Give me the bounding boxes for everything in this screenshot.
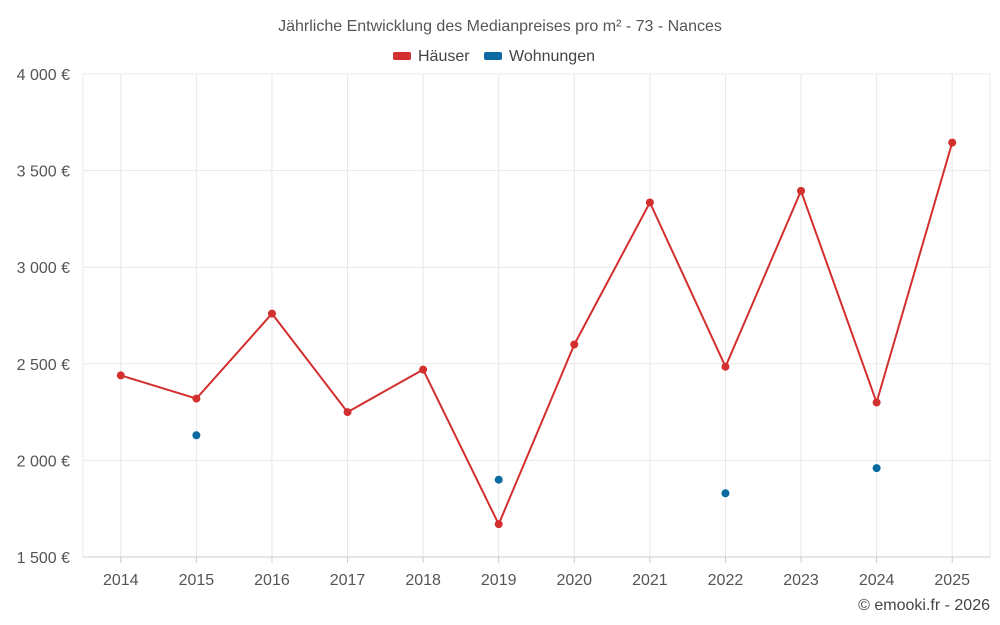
data-point-haeuser-2019[interactable] bbox=[494, 520, 503, 529]
data-point-haeuser-2016[interactable] bbox=[267, 309, 276, 318]
x-tick-label: 2023 bbox=[783, 572, 819, 589]
y-tick-label: 1 500 € bbox=[17, 550, 70, 567]
data-point-haeuser-2025[interactable] bbox=[948, 138, 957, 147]
x-tick-label: 2024 bbox=[859, 572, 895, 589]
y-axis: 1 500 € 2 000 € 2 500 € 3 000 € 3 500 € 4 000… bbox=[17, 67, 70, 567]
x-tick-label: 2020 bbox=[556, 572, 592, 589]
data-point-wohnungen-2022[interactable] bbox=[721, 489, 730, 498]
series bbox=[116, 138, 957, 529]
y-tick-label: 3 500 € bbox=[17, 164, 70, 181]
x-tick-label: 2021 bbox=[632, 572, 668, 589]
chart-title: Jährliche Entwicklung des Medianpreises … bbox=[278, 18, 722, 35]
data-point-wohnungen-2024[interactable] bbox=[872, 464, 881, 473]
data-point-haeuser-2014[interactable] bbox=[116, 371, 125, 380]
y-tick-label: 2 500 € bbox=[17, 357, 70, 374]
data-point-haeuser-2017[interactable] bbox=[343, 408, 352, 417]
data-point-haeuser-2020[interactable] bbox=[570, 340, 579, 349]
y-tick-label: 2 000 € bbox=[17, 453, 70, 470]
credit-text: © emooki.fr - 2026 bbox=[858, 597, 990, 614]
x-tick-label: 2015 bbox=[179, 572, 215, 589]
x-tick-label: 2018 bbox=[405, 572, 441, 589]
x-tick-label: 2019 bbox=[481, 572, 517, 589]
data-point-haeuser-2023[interactable] bbox=[797, 186, 806, 195]
data-point-wohnungen-2015[interactable] bbox=[192, 431, 201, 440]
data-point-haeuser-2018[interactable] bbox=[419, 365, 428, 374]
x-tick-label: 2022 bbox=[708, 572, 744, 589]
x-tick-label: 2017 bbox=[330, 572, 366, 589]
data-point-haeuser-2024[interactable] bbox=[872, 398, 881, 407]
x-tick-label: 2016 bbox=[254, 572, 290, 589]
data-point-haeuser-2021[interactable] bbox=[645, 198, 654, 207]
data-point-wohnungen-2019[interactable] bbox=[494, 475, 503, 484]
legend: Häuser Wohnungen bbox=[393, 48, 595, 65]
y-tick-label: 4 000 € bbox=[17, 67, 70, 84]
x-tick-label: 2025 bbox=[934, 572, 970, 589]
legend-label-haeuser[interactable]: Häuser bbox=[418, 48, 470, 65]
x-axis: 2014 2015 2016 2017 2018 2019 2020 2021 2022 2023… bbox=[83, 556, 990, 589]
data-point-haeuser-2022[interactable] bbox=[721, 362, 730, 371]
x-tick-label: 2014 bbox=[103, 572, 139, 589]
grid bbox=[82, 73, 991, 557]
series-line-haeuser bbox=[120, 142, 954, 526]
data-point-haeuser-2015[interactable] bbox=[192, 394, 201, 403]
legend-swatch-wohnungen bbox=[484, 52, 502, 60]
y-tick-label: 3 000 € bbox=[17, 260, 70, 277]
legend-swatch-haeuser bbox=[393, 52, 411, 60]
legend-label-wohnungen[interactable]: Wohnungen bbox=[509, 48, 595, 65]
